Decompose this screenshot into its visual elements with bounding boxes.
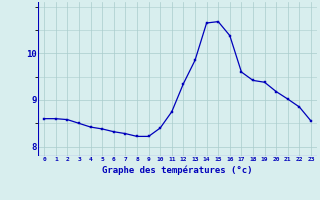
X-axis label: Graphe des températures (°c): Graphe des températures (°c) [102, 165, 253, 175]
